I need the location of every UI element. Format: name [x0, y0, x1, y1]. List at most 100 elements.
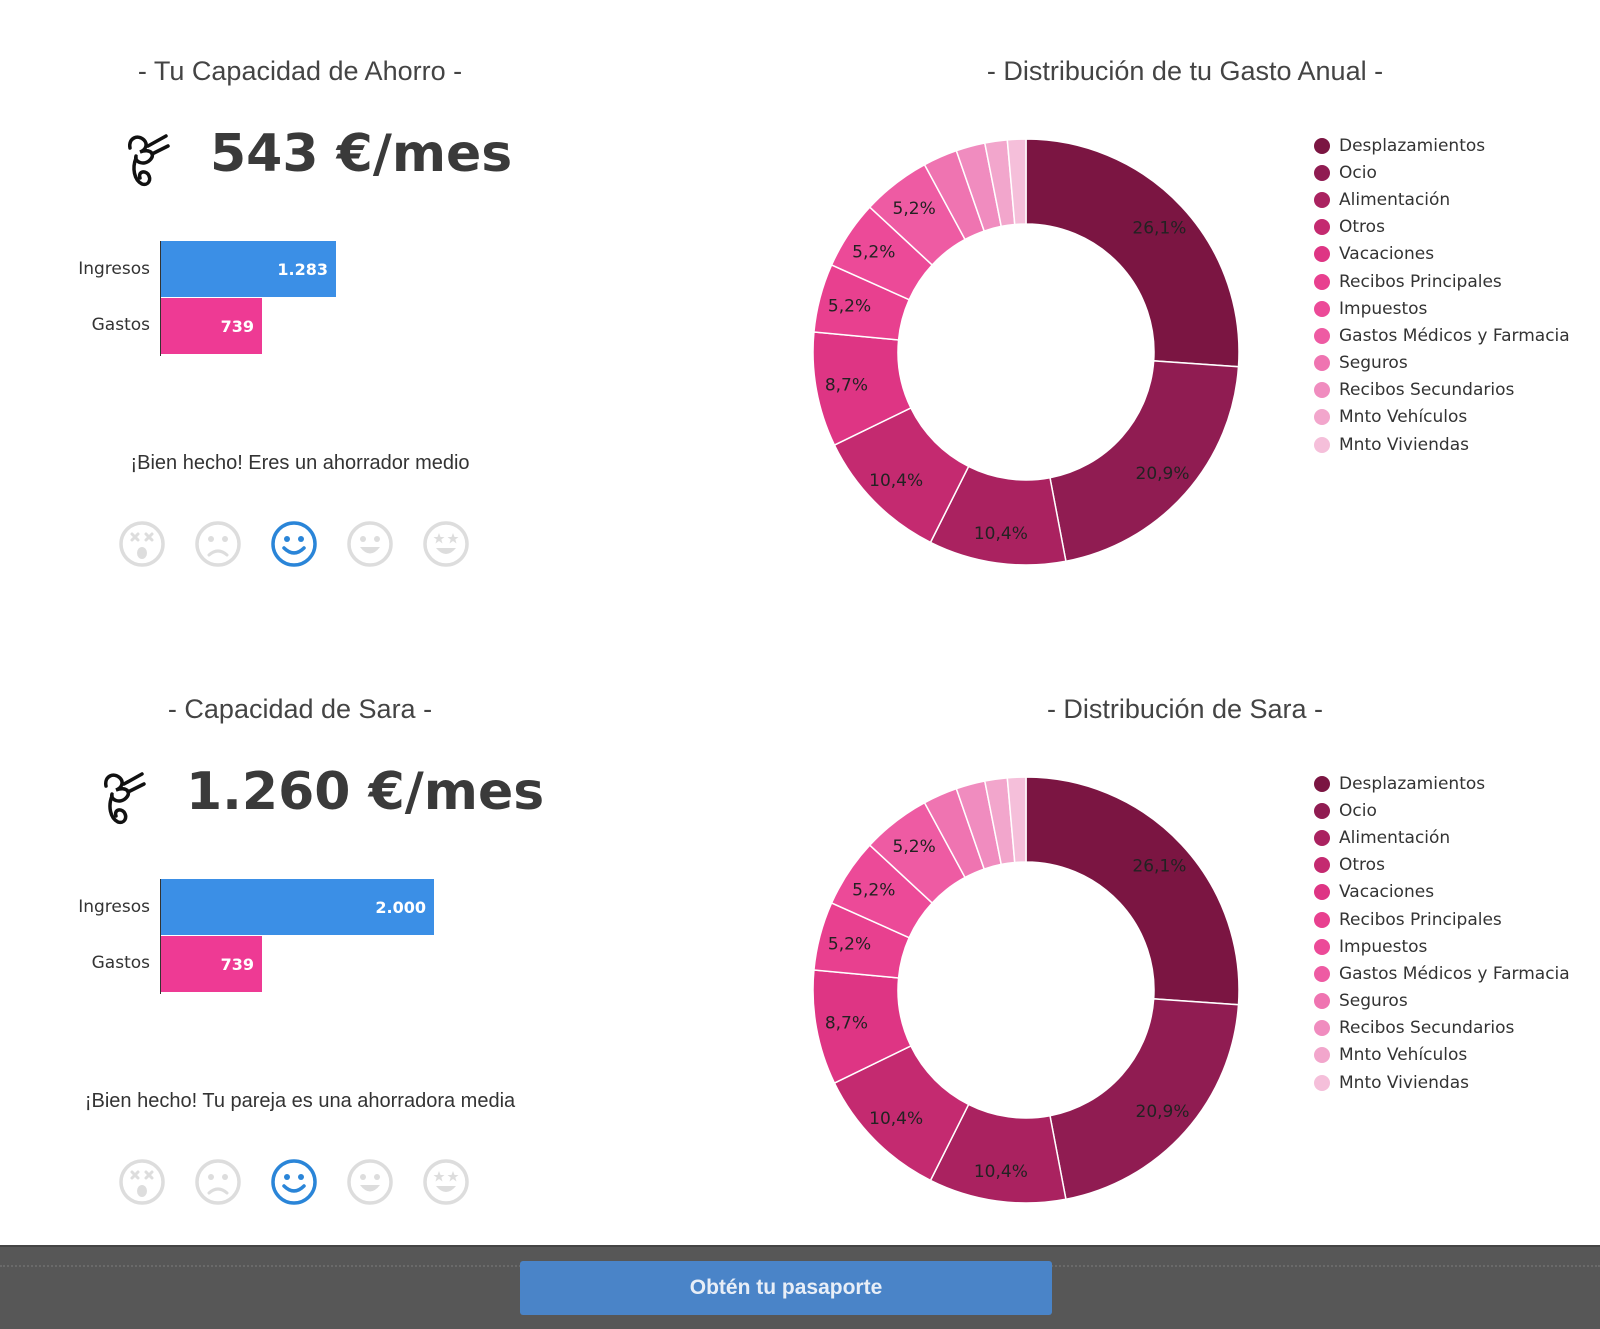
star-eyes-face-icon[interactable] [422, 1158, 470, 1206]
partner-chart-title: - Distribución de Sara - [1046, 694, 1324, 724]
dizzy-face-icon[interactable] [118, 1158, 166, 1206]
legend-item[interactable]: Recibos Secundarios [1314, 1015, 1570, 1042]
legend-item[interactable]: Impuestos [1314, 295, 1570, 322]
legend-label: Mnto Viviendas [1339, 1072, 1469, 1093]
donut-slice[interactable] [1025, 776, 1240, 1006]
donut-slice[interactable] [1049, 998, 1240, 1201]
user-saver-verdict: ¡Bien hecho! Eres un ahorrador medio [130, 452, 470, 474]
legend-swatch [1314, 137, 1330, 154]
slice-label: 5,2% [828, 297, 871, 317]
income-value: 1.283 [277, 259, 328, 279]
expense-bar: 739 [161, 298, 262, 354]
donut-slice[interactable] [1006, 138, 1027, 226]
get-passport-button[interactable]: Obtén tu pasaporte [520, 1261, 1052, 1315]
slice-label: 10,4% [974, 524, 1028, 544]
dizzy-face-icon[interactable] [118, 520, 166, 568]
legend-item[interactable]: Gastos Médicos y Farmacia [1314, 960, 1570, 987]
legend-label: Otros [1339, 217, 1385, 238]
legend-item[interactable]: Mnto Vehículos [1314, 1042, 1570, 1069]
legend-label: Alimentación [1339, 827, 1451, 848]
user-savings-title: - Tu Capacidad de Ahorro - [137, 56, 463, 86]
sad-face-icon[interactable] [194, 520, 242, 568]
bar-axis [160, 241, 161, 356]
footer-bar: Obtén tu pasaporte [0, 1245, 1600, 1329]
legend-item[interactable]: Mnto Vehículos [1314, 404, 1570, 431]
happy-face-icon[interactable] [346, 520, 394, 568]
legend-label: Mnto Viviendas [1339, 434, 1469, 455]
legend-label: Gastos Médicos y Farmacia [1339, 963, 1570, 984]
hand-money-icon [104, 772, 146, 825]
legend-item[interactable]: Mnto Viviendas [1314, 431, 1570, 458]
legend-item[interactable]: Recibos Principales [1314, 268, 1570, 295]
legend-item[interactable]: Impuestos [1314, 933, 1570, 960]
legend-item[interactable]: Otros [1314, 214, 1570, 241]
expense-bar: 739 [161, 936, 262, 992]
legend-item[interactable]: Recibos Principales [1314, 906, 1570, 933]
slice-label: 8,7% [825, 1014, 868, 1034]
legend-label: Recibos Secundarios [1339, 1018, 1515, 1039]
legend-swatch [1314, 775, 1330, 792]
slice-label: 5,2% [852, 880, 895, 900]
donut-slice[interactable] [1025, 138, 1240, 368]
legend-label: Recibos Principales [1339, 271, 1502, 292]
star-eyes-face-icon[interactable] [422, 520, 470, 568]
partner-savings-amount: 1.260 €/mes [186, 762, 545, 822]
partner-expense-legend: Desplazamientos Ocio Alimentación Otros Vaca… [1314, 770, 1570, 1096]
legend-swatch [1314, 436, 1330, 453]
donut-slice[interactable] [1049, 360, 1240, 563]
sad-face-icon[interactable] [194, 1158, 242, 1206]
legend-item[interactable]: Desplazamientos [1314, 770, 1570, 797]
legend-swatch [1314, 911, 1330, 928]
legend-item[interactable]: Recibos Secundarios [1314, 377, 1570, 404]
legend-item[interactable]: Vacaciones [1314, 241, 1570, 268]
legend-label: Seguros [1339, 353, 1408, 374]
legend-label: Mnto Vehículos [1339, 407, 1468, 428]
expense-value: 739 [220, 316, 254, 336]
expense-label: Gastos [91, 953, 150, 973]
legend-item[interactable]: Otros [1314, 852, 1570, 879]
legend-swatch [1314, 993, 1330, 1010]
income-bar: 2.000 [161, 879, 434, 935]
legend-label: Seguros [1339, 991, 1408, 1012]
user-expense-donut-chart: 26,1% 20,9% 10,4% 10,4% 8,7% 5,2% 5,2% 5,2% [812, 138, 1240, 566]
legend-swatch [1314, 355, 1330, 372]
legend-item[interactable]: Desplazamientos [1314, 132, 1570, 159]
legend-item[interactable]: Alimentación [1314, 824, 1570, 851]
legend-item[interactable]: Ocio [1314, 797, 1570, 824]
donut-slice[interactable] [1006, 776, 1027, 864]
partner-saver-rating [118, 1158, 470, 1206]
legend-swatch [1314, 382, 1330, 399]
user-savings-amount: 543 €/mes [210, 124, 513, 184]
legend-item[interactable]: Alimentación [1314, 186, 1570, 213]
legend-label: Desplazamientos [1339, 135, 1486, 156]
legend-item[interactable]: Mnto Viviendas [1314, 1069, 1570, 1096]
legend-swatch [1314, 300, 1330, 317]
smile-face-icon[interactable] [270, 520, 318, 568]
slice-label: 5,2% [893, 837, 936, 857]
legend-swatch [1314, 802, 1330, 819]
legend-label: Otros [1339, 855, 1385, 876]
legend-label: Ocio [1339, 162, 1377, 183]
legend-label: Ocio [1339, 800, 1377, 821]
income-bar: 1.283 [161, 241, 336, 297]
smile-face-icon[interactable] [270, 1158, 318, 1206]
expense-label: Gastos [91, 315, 150, 335]
legend-swatch [1314, 1074, 1330, 1091]
legend-item[interactable]: Gastos Médicos y Farmacia [1314, 322, 1570, 349]
slice-label: 8,7% [825, 376, 868, 396]
legend-swatch [1314, 1047, 1330, 1064]
slice-label: 26,1% [1132, 218, 1186, 238]
legend-item[interactable]: Seguros [1314, 350, 1570, 377]
happy-face-icon[interactable] [346, 1158, 394, 1206]
slice-label: 20,9% [1136, 464, 1190, 484]
legend-label: Vacaciones [1339, 882, 1435, 903]
legend-item[interactable]: Seguros [1314, 988, 1570, 1015]
legend-swatch [1314, 409, 1330, 426]
legend-label: Impuestos [1339, 298, 1428, 319]
legend-item[interactable]: Vacaciones [1314, 879, 1570, 906]
legend-label: Desplazamientos [1339, 773, 1486, 794]
legend-swatch [1314, 884, 1330, 901]
legend-item[interactable]: Ocio [1314, 159, 1570, 186]
bar-axis [160, 879, 161, 994]
legend-label: Recibos Secundarios [1339, 380, 1515, 401]
